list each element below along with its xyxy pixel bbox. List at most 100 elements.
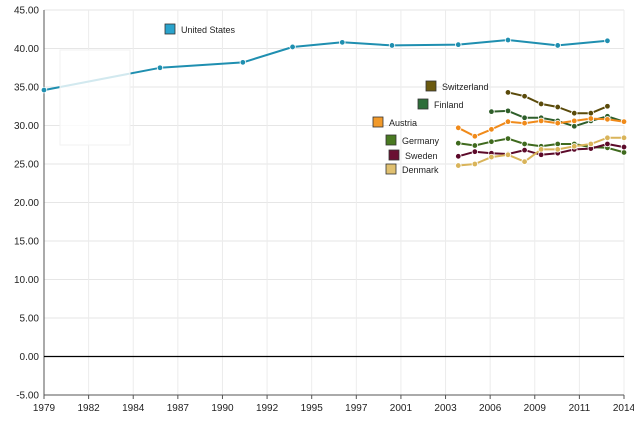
x-tick-label: 1997 [345,403,368,414]
x-tick-label: 1992 [256,403,279,414]
legend-swatch [385,163,397,175]
legend-label: Denmark [402,165,439,175]
data-point [455,41,462,48]
x-tick-label: 1982 [77,403,100,414]
data-point [620,149,628,156]
legend-label: Sweden [405,151,438,161]
x-tick-label: 1984 [122,403,145,414]
legend-label: Germany [402,136,440,146]
y-axis-ticks: 45.00 40.00 35.00 30.00 25.00 20.00 15.00 10.00… [14,6,39,402]
data-point [471,142,479,149]
x-tick-label: 2014 [613,403,634,414]
data-point [587,115,595,122]
y-tick-label: 0.00 [20,352,40,363]
data-point [537,117,545,125]
data-point [471,160,479,168]
data-point [521,119,528,127]
data-point [156,64,164,71]
y-tick-label: 40.00 [14,44,39,55]
data-point [604,116,611,123]
data-point [488,153,495,161]
data-point [488,126,495,133]
data-point [604,134,611,142]
legend-item: Finland [417,98,464,110]
grid [43,9,625,396]
data-point [554,119,561,127]
x-tick-label: 1990 [211,403,234,414]
data-point [571,143,578,150]
data-point [504,107,512,115]
data-point [455,153,462,160]
series-layer [40,36,628,169]
data-point [620,134,628,142]
data-point [620,118,628,125]
x-tick-label: 1979 [33,403,56,414]
legend-label: Switzerland [442,82,489,92]
series-line-0 [43,39,608,92]
data-point [620,143,628,151]
data-point [504,118,512,125]
y-tick-label: 35.00 [14,83,39,94]
data-point [388,42,396,49]
data-point [521,146,528,154]
data-point [587,140,595,148]
data-point [554,42,561,49]
legend-swatch [388,149,400,161]
x-tick-label: 2001 [390,403,413,414]
legend-item: United States [164,23,236,35]
legend-label: Finland [434,100,464,110]
y-tick-label: 10.00 [14,275,39,286]
data-point [521,93,528,100]
data-point [504,89,512,96]
data-point [537,146,545,153]
y-tick-label: 25.00 [14,160,39,171]
data-point [339,39,346,46]
x-tick-label: 2006 [479,403,502,414]
data-point [554,103,561,111]
legend-item: Austria [372,116,417,128]
data-point [40,86,48,94]
data-point [554,140,561,148]
legend-swatch [372,116,384,128]
data-point [455,124,462,132]
y-tick-label: 45.00 [14,6,39,17]
data-point [554,146,561,153]
legend-swatch [385,134,397,146]
data-point [471,133,479,140]
x-tick-label: 1995 [301,403,324,414]
legend-item: Germany [385,134,440,146]
data-point [488,138,495,145]
data-point [571,117,578,125]
data-point [571,109,578,117]
hover-band [59,49,131,146]
data-point [239,59,247,66]
data-point [537,100,545,108]
data-point [521,158,528,165]
x-tick-label: 2003 [434,403,457,414]
legend-item: Switzerland [425,80,489,92]
x-axis-ticks: 1979 1982 1984 1987 1990 1992 1995 1997 2001 2003… [33,395,634,414]
data-point [604,103,611,110]
data-point [604,140,611,148]
data-point [455,162,462,169]
legend: United States Switzerland Finland Austria Ge… [164,23,489,175]
legend-item: Denmark [385,163,439,175]
y-tick-label: 20.00 [14,198,39,209]
data-point [504,151,512,158]
x-tick-label: 2009 [524,403,547,414]
y-tick-label: 30.00 [14,121,39,132]
data-point [521,114,528,121]
data-point [455,140,462,147]
legend-label: United States [181,25,236,35]
data-point [587,109,595,117]
x-tick-label: 1987 [167,403,190,414]
legend-swatch [164,23,176,35]
legend-swatch [417,98,429,110]
legend-item: Sweden [388,149,438,161]
legend-label: Austria [389,118,417,128]
data-point [571,123,578,130]
data-point [504,36,512,44]
data-point [289,43,296,51]
x-tick-label: 2011 [569,403,591,414]
